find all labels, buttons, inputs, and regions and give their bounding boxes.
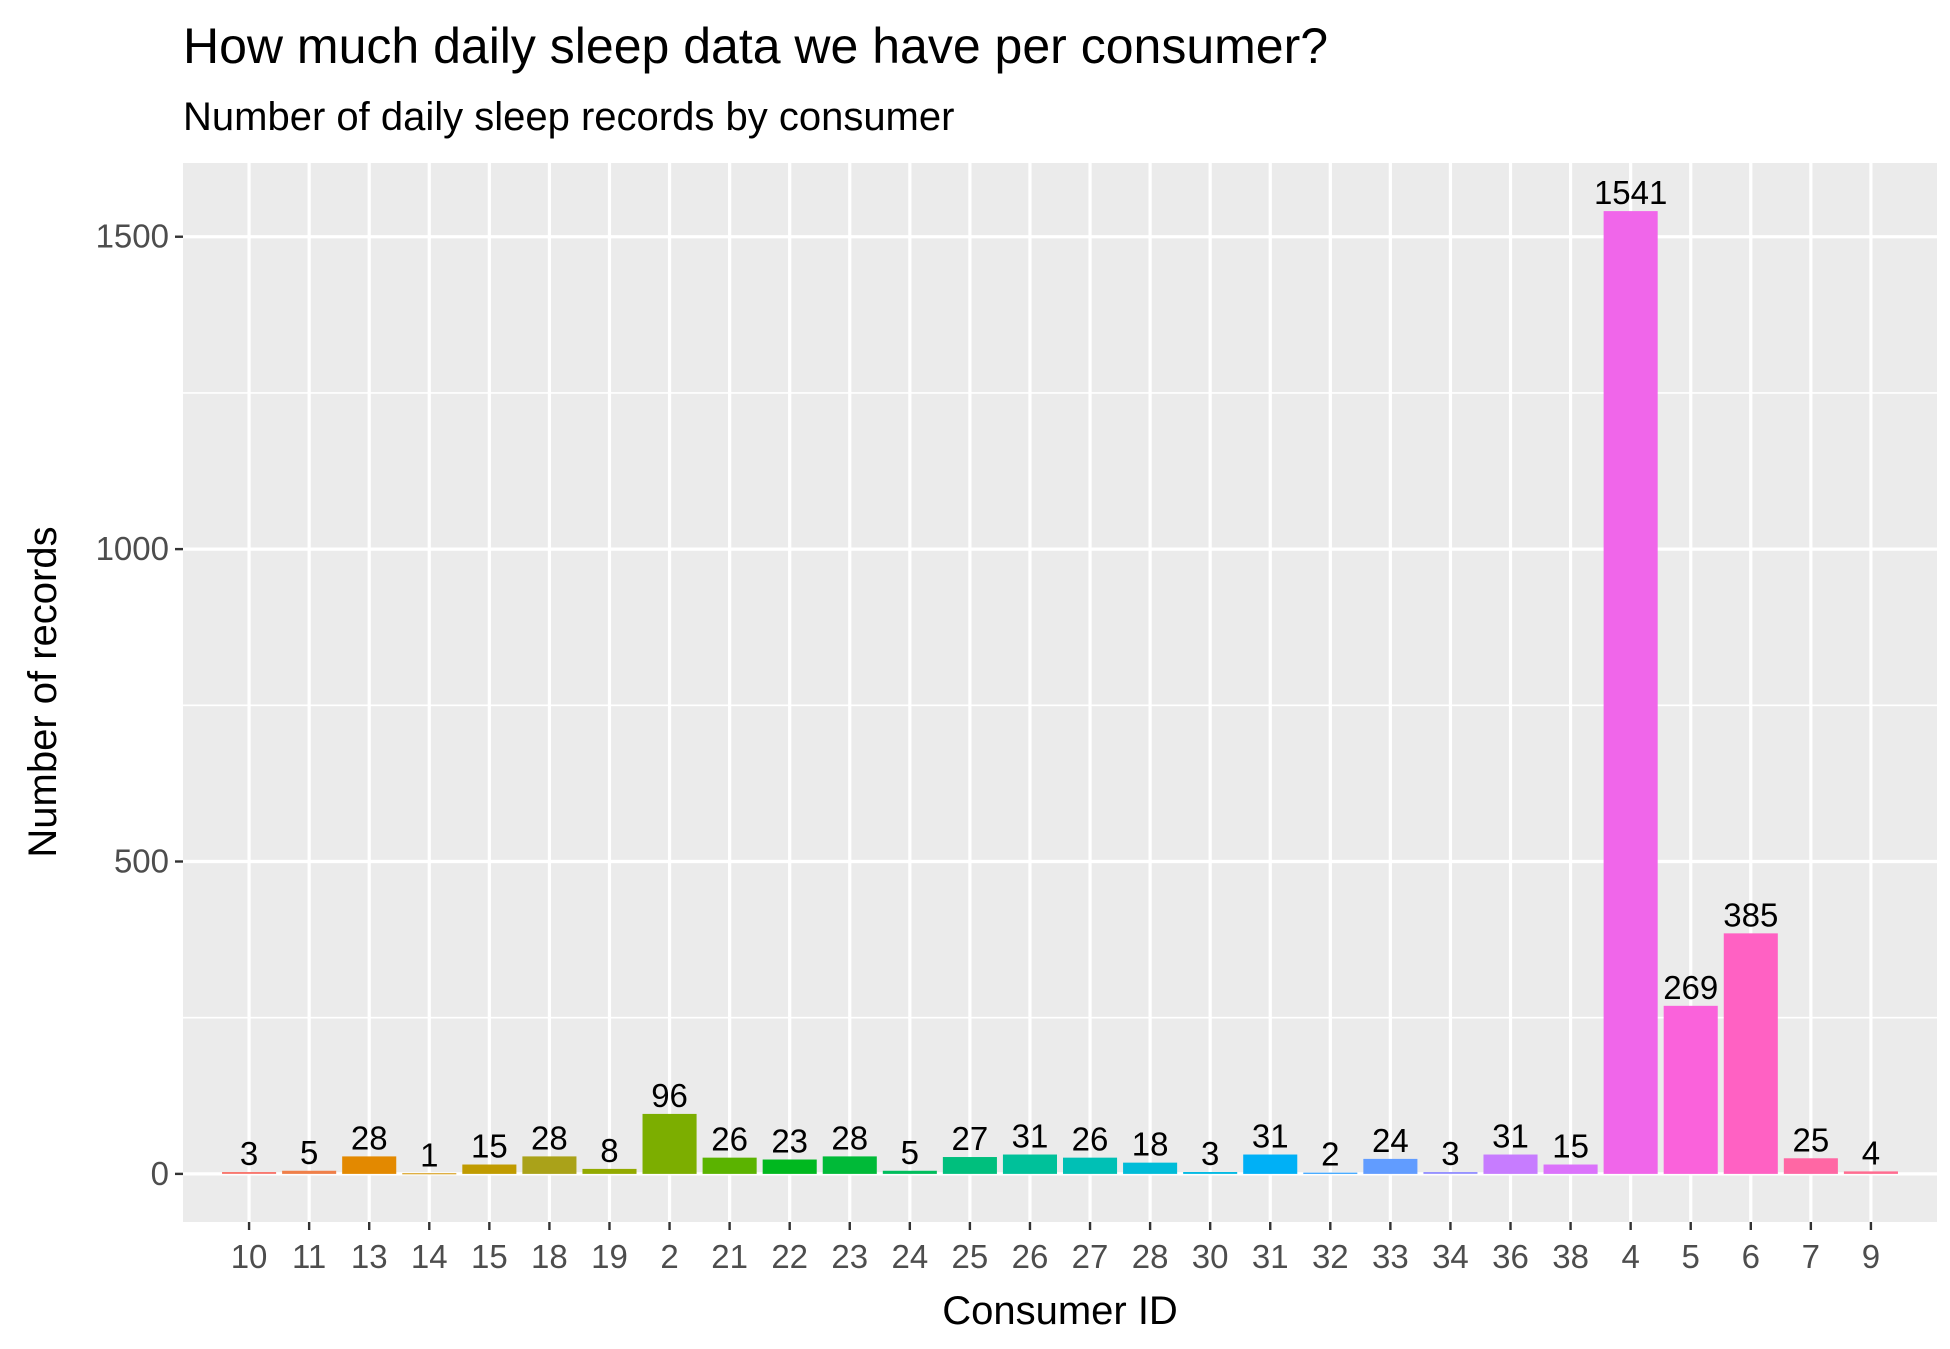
x-tick-label: 13: [351, 1238, 388, 1275]
data-label-2: 96: [651, 1077, 688, 1114]
x-tick-label: 7: [1802, 1238, 1820, 1275]
x-tick-label: 25: [952, 1238, 989, 1275]
bar-31: [1243, 1154, 1298, 1174]
data-label-33: 24: [1372, 1122, 1409, 1159]
y-tick-label: 0: [151, 1155, 169, 1192]
bar-9: [1843, 1171, 1898, 1174]
x-tick-label: 19: [591, 1238, 628, 1275]
data-label-38: 15: [1552, 1128, 1589, 1165]
y-tick-label: 1000: [96, 530, 169, 567]
x-tick-label: 28: [1132, 1238, 1169, 1275]
bar-23: [822, 1156, 877, 1174]
bar-25: [942, 1157, 997, 1174]
y-tick-label: 500: [114, 843, 169, 880]
x-tick-label: 32: [1312, 1238, 1349, 1275]
data-label-23: 28: [831, 1119, 868, 1156]
data-label-31: 31: [1252, 1118, 1289, 1155]
x-tick-label: 23: [831, 1238, 868, 1275]
data-label-34: 3: [1441, 1135, 1459, 1172]
x-axis-title: Consumer ID: [942, 1289, 1178, 1333]
x-tick-label: 9: [1862, 1238, 1880, 1275]
x-axis: 10 11 13 14 15 18 19 2 21 22 23 24 25 26 27 28 30 31 32 33 3…: [231, 1222, 1880, 1275]
bar-38: [1543, 1164, 1598, 1174]
chart-subtitle: Number of daily sleep records by consume…: [183, 95, 954, 139]
data-label-28: 18: [1132, 1126, 1169, 1163]
y-axis: 0 500 1000 1500: [96, 218, 183, 1192]
data-label-7: 25: [1792, 1121, 1829, 1158]
data-label-22: 23: [771, 1123, 808, 1160]
data-label-18: 28: [531, 1119, 568, 1156]
x-tick-label: 26: [1012, 1238, 1049, 1275]
data-label-26: 31: [1012, 1118, 1049, 1155]
x-tick-label: 30: [1192, 1238, 1229, 1275]
x-tick-label: 18: [531, 1238, 568, 1275]
x-tick-label: 34: [1432, 1238, 1469, 1275]
x-tick-label: 2: [660, 1238, 678, 1275]
data-label-15: 15: [471, 1128, 508, 1165]
x-tick-label: 24: [891, 1238, 928, 1275]
bar-32: [1303, 1172, 1358, 1174]
data-label-4: 1541: [1594, 174, 1667, 211]
bar-22: [762, 1159, 817, 1174]
y-axis-title: Number of records: [21, 526, 65, 857]
data-label-14: 1: [420, 1136, 438, 1173]
bar-34: [1423, 1172, 1478, 1174]
bar-27: [1063, 1157, 1118, 1174]
bar-36: [1483, 1154, 1538, 1174]
data-label-5: 269: [1663, 969, 1718, 1006]
x-tick-label: 21: [711, 1238, 748, 1275]
data-label-19: 8: [600, 1132, 618, 1169]
data-label-27: 26: [1072, 1121, 1109, 1158]
data-label-21: 26: [711, 1121, 748, 1158]
bars: [222, 211, 1898, 1175]
x-tick-label: 11: [292, 1238, 326, 1275]
data-label-10: 3: [240, 1135, 258, 1172]
bar-18: [522, 1156, 577, 1174]
bar-28: [1123, 1162, 1178, 1174]
x-tick-label: 15: [471, 1238, 508, 1275]
x-tick-label: 14: [411, 1238, 448, 1275]
x-tick-label: 22: [771, 1238, 808, 1275]
data-label-30: 3: [1201, 1135, 1219, 1172]
bar-14: [402, 1173, 457, 1175]
bar-6: [1723, 933, 1778, 1174]
y-tick-label: 1500: [96, 218, 169, 255]
bar-21: [702, 1157, 757, 1174]
data-label-24: 5: [901, 1134, 919, 1171]
bar-13: [342, 1156, 397, 1174]
bar-24: [882, 1170, 937, 1174]
data-label-6: 385: [1723, 896, 1778, 933]
data-label-13: 28: [351, 1119, 388, 1156]
data-label-11: 5: [300, 1134, 318, 1171]
data-labels: 3 5 28 1 15 28 8 96 26 23 28 5 27 31 26 18 3 31 2 24 3 31 15 15…: [240, 174, 1880, 1173]
x-tick-label: 33: [1372, 1238, 1409, 1275]
bar-7: [1783, 1158, 1838, 1174]
bar-33: [1363, 1158, 1418, 1174]
data-label-25: 27: [952, 1120, 989, 1157]
bar-11: [282, 1170, 337, 1174]
x-tick-label: 4: [1621, 1238, 1639, 1275]
bar-30: [1183, 1172, 1238, 1174]
bar-2: [642, 1113, 697, 1174]
bar-10: [222, 1172, 277, 1174]
bar-19: [582, 1168, 637, 1174]
chart-title: How much daily sleep data we have per co…: [183, 18, 1328, 74]
data-label-32: 2: [1321, 1136, 1339, 1173]
data-label-9: 4: [1862, 1134, 1880, 1171]
x-tick-label: 36: [1492, 1238, 1529, 1275]
x-tick-label: 31: [1252, 1238, 1289, 1275]
x-tick-label: 5: [1682, 1238, 1700, 1275]
bar-5: [1663, 1005, 1718, 1174]
bar-4: [1603, 211, 1658, 1174]
x-tick-label: 38: [1552, 1238, 1589, 1275]
x-tick-label: 6: [1742, 1238, 1760, 1275]
bar-15: [462, 1164, 517, 1174]
grid-lines: [183, 163, 1937, 1222]
data-label-36: 31: [1492, 1118, 1529, 1155]
x-tick-label: 10: [231, 1238, 268, 1275]
x-tick-label: 27: [1072, 1238, 1109, 1275]
bar-26: [1002, 1154, 1057, 1174]
